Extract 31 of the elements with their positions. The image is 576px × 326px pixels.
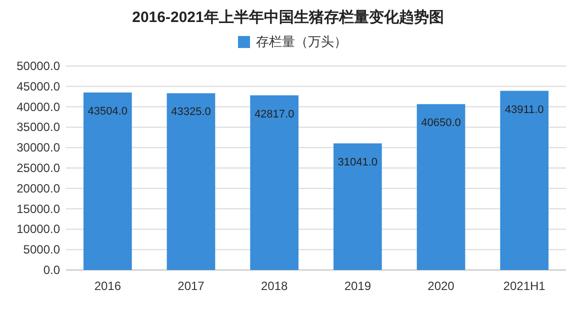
data-label: 43911.0	[504, 104, 544, 116]
data-label: 31041.0	[338, 156, 378, 168]
bar	[250, 95, 298, 270]
x-tick-label: 2020	[428, 279, 455, 293]
x-tick-label: 2018	[260, 279, 288, 293]
y-tick-label: 0.0	[43, 263, 60, 277]
data-label: 40650.0	[421, 117, 461, 130]
data-label: 42817.0	[254, 108, 294, 120]
x-tick-label: 2017	[178, 279, 205, 293]
bar	[500, 90, 548, 270]
y-tick-label: 35000.0	[16, 120, 60, 134]
title: 2016-2021年上半年中国生猪存栏量变化趋势图	[132, 9, 444, 26]
y-tick-label: 40000.0	[16, 100, 60, 114]
bar	[416, 104, 466, 270]
y-tick-label: 30000.0	[16, 140, 60, 155]
bar	[334, 143, 382, 270]
x-tick-label: 2021H1	[503, 279, 546, 293]
y-tick-label: 5000.0	[23, 242, 60, 257]
y-tick-label: 20000.0	[16, 181, 60, 196]
bar	[166, 93, 216, 270]
y-tick-label: 25000.0	[16, 161, 60, 175]
y-tick-label: 15000.0	[16, 202, 60, 216]
x-tick-label: 2019	[344, 279, 372, 293]
bar	[84, 92, 132, 270]
data-label: 43504.0	[88, 106, 128, 118]
x-tick-label: 2016	[94, 279, 122, 293]
y-tick-label: 45000.0	[16, 79, 60, 94]
y-tick-label: 10000.0	[16, 222, 60, 236]
data-label: 43325.0	[171, 106, 211, 118]
legend-label: 存栏量（万头）	[256, 34, 347, 49]
y-tick-label: 50000.0	[16, 59, 60, 73]
